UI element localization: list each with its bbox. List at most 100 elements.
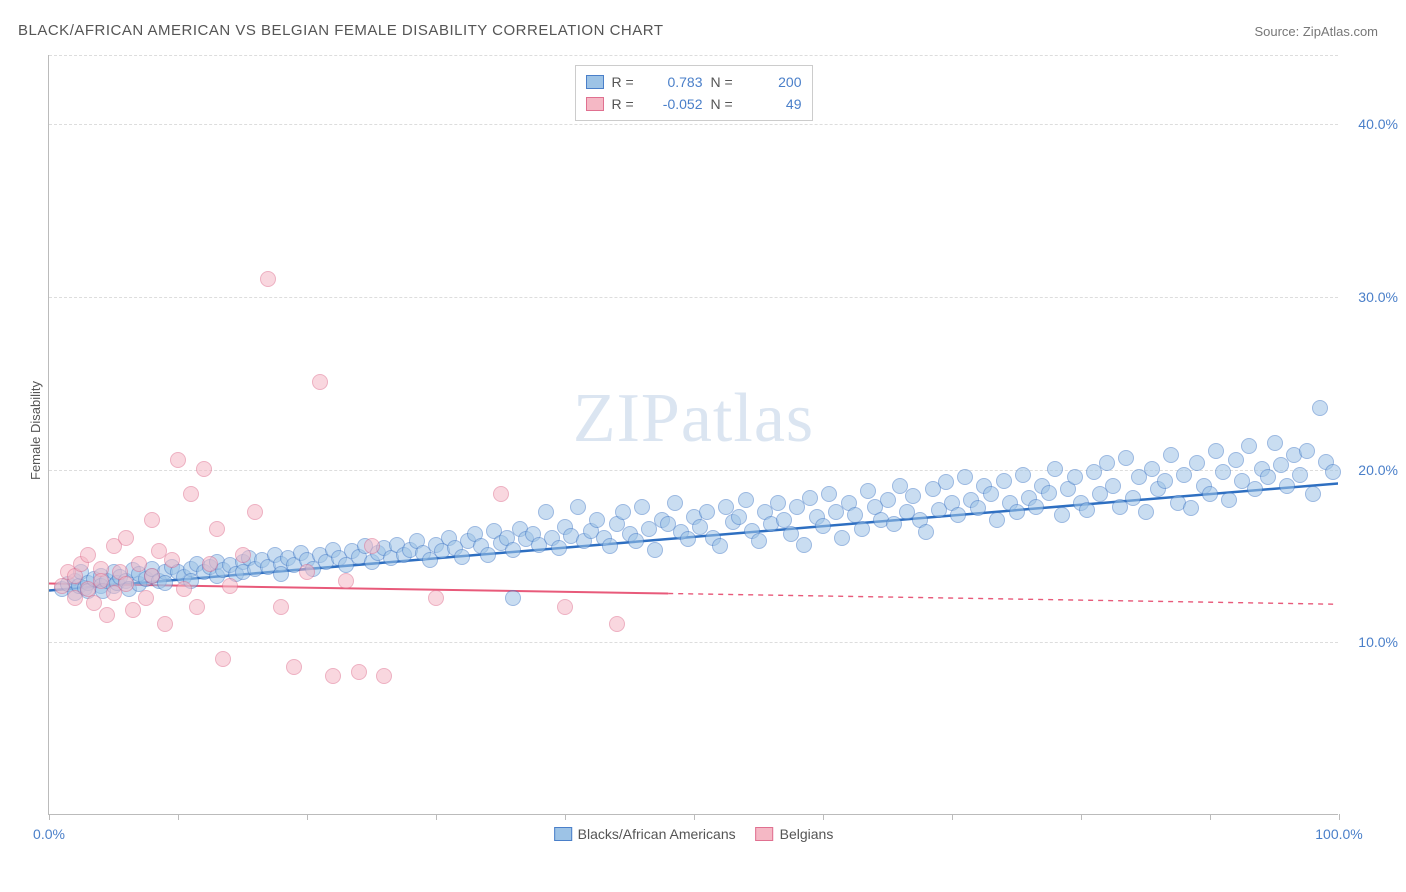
scatter-point-blue	[1163, 447, 1179, 463]
scatter-point-pink	[86, 595, 102, 611]
scatter-point-pink	[183, 486, 199, 502]
stat-r-label: R =	[612, 96, 640, 112]
scatter-point-pink	[164, 552, 180, 568]
scatter-point-blue	[589, 512, 605, 528]
scatter-point-blue	[796, 537, 812, 553]
scatter-point-pink	[260, 271, 276, 287]
x-tick	[1081, 814, 1082, 820]
scatter-point-pink	[557, 599, 573, 615]
y-axis-label: Female Disability	[28, 381, 43, 480]
scatter-point-blue	[699, 504, 715, 520]
scatter-point-blue	[957, 469, 973, 485]
scatter-point-blue	[1009, 504, 1025, 520]
scatter-point-blue	[602, 538, 618, 554]
scatter-point-blue	[1176, 467, 1192, 483]
scatter-point-blue	[1118, 450, 1134, 466]
x-tick	[952, 814, 953, 820]
gridline	[49, 55, 1338, 56]
scatter-point-blue	[1247, 481, 1263, 497]
legend-series-item: Belgians	[756, 826, 834, 842]
gridline	[49, 124, 1338, 125]
scatter-point-pink	[99, 607, 115, 623]
scatter-point-pink	[247, 504, 263, 520]
scatter-point-blue	[1202, 486, 1218, 502]
scatter-point-pink	[131, 556, 147, 572]
stat-n-label: N =	[711, 74, 739, 90]
chart-title: BLACK/AFRICAN AMERICAN VS BELGIAN FEMALE…	[18, 22, 663, 39]
scatter-point-blue	[1312, 400, 1328, 416]
x-tick-label: 0.0%	[33, 826, 65, 842]
scatter-point-blue	[834, 530, 850, 546]
legend-stats: R =0.783N =200R =-0.052N =49	[575, 65, 813, 121]
scatter-point-pink	[428, 590, 444, 606]
chart-plot-area: ZIPatlas 10.0%20.0%30.0%40.0%0.0%100.0%R…	[48, 55, 1338, 815]
scatter-point-blue	[538, 504, 554, 520]
scatter-point-blue	[989, 512, 1005, 528]
legend-series-item: Blacks/African Americans	[554, 826, 736, 842]
scatter-point-pink	[273, 599, 289, 615]
x-tick	[1339, 814, 1340, 820]
scatter-point-blue	[970, 500, 986, 516]
scatter-point-blue	[1325, 464, 1341, 480]
scatter-point-blue	[1157, 473, 1173, 489]
scatter-point-blue	[996, 473, 1012, 489]
scatter-point-pink	[138, 590, 154, 606]
scatter-point-blue	[731, 509, 747, 525]
scatter-point-blue	[505, 590, 521, 606]
y-tick-label: 10.0%	[1358, 634, 1398, 650]
scatter-point-blue	[1228, 452, 1244, 468]
scatter-point-blue	[1028, 499, 1044, 515]
legend-stats-row: R =0.783N =200	[586, 71, 802, 93]
scatter-point-blue	[454, 549, 470, 565]
scatter-point-blue	[1041, 485, 1057, 501]
x-tick	[307, 814, 308, 820]
scatter-point-pink	[196, 461, 212, 477]
scatter-point-blue	[712, 538, 728, 554]
scatter-point-pink	[215, 651, 231, 667]
scatter-point-pink	[209, 521, 225, 537]
x-tick	[49, 814, 50, 820]
scatter-point-blue	[1138, 504, 1154, 520]
scatter-point-blue	[1221, 492, 1237, 508]
scatter-point-pink	[235, 547, 251, 563]
scatter-point-blue	[1292, 467, 1308, 483]
scatter-point-pink	[325, 668, 341, 684]
trendline-pink-extrapolated	[668, 593, 1338, 604]
scatter-point-pink	[144, 568, 160, 584]
scatter-point-pink	[202, 556, 218, 572]
scatter-point-blue	[1144, 461, 1160, 477]
scatter-point-blue	[751, 533, 767, 549]
scatter-point-blue	[821, 486, 837, 502]
x-tick	[823, 814, 824, 820]
scatter-point-pink	[376, 668, 392, 684]
scatter-point-pink	[351, 664, 367, 680]
scatter-point-blue	[950, 507, 966, 523]
scatter-point-blue	[938, 474, 954, 490]
scatter-point-blue	[1015, 467, 1031, 483]
scatter-point-blue	[815, 518, 831, 534]
scatter-point-pink	[93, 573, 109, 589]
scatter-point-pink	[125, 602, 141, 618]
scatter-point-blue	[854, 521, 870, 537]
scatter-point-blue	[1215, 464, 1231, 480]
scatter-point-blue	[615, 504, 631, 520]
stat-r-value: -0.052	[648, 96, 703, 112]
legend-swatch	[756, 827, 774, 841]
scatter-point-blue	[1241, 438, 1257, 454]
trendlines-layer	[49, 55, 1338, 814]
scatter-point-pink	[222, 578, 238, 594]
gridline	[49, 297, 1338, 298]
scatter-point-blue	[905, 488, 921, 504]
stat-r-value: 0.783	[648, 74, 703, 90]
scatter-point-blue	[1125, 490, 1141, 506]
x-tick	[1210, 814, 1211, 820]
scatter-point-pink	[80, 547, 96, 563]
scatter-point-blue	[1047, 461, 1063, 477]
scatter-point-pink	[312, 374, 328, 390]
scatter-point-blue	[647, 542, 663, 558]
scatter-point-pink	[118, 576, 134, 592]
scatter-point-blue	[551, 540, 567, 556]
scatter-point-pink	[189, 599, 205, 615]
watermark-text: ZIPatlas	[573, 379, 814, 459]
scatter-point-blue	[983, 486, 999, 502]
